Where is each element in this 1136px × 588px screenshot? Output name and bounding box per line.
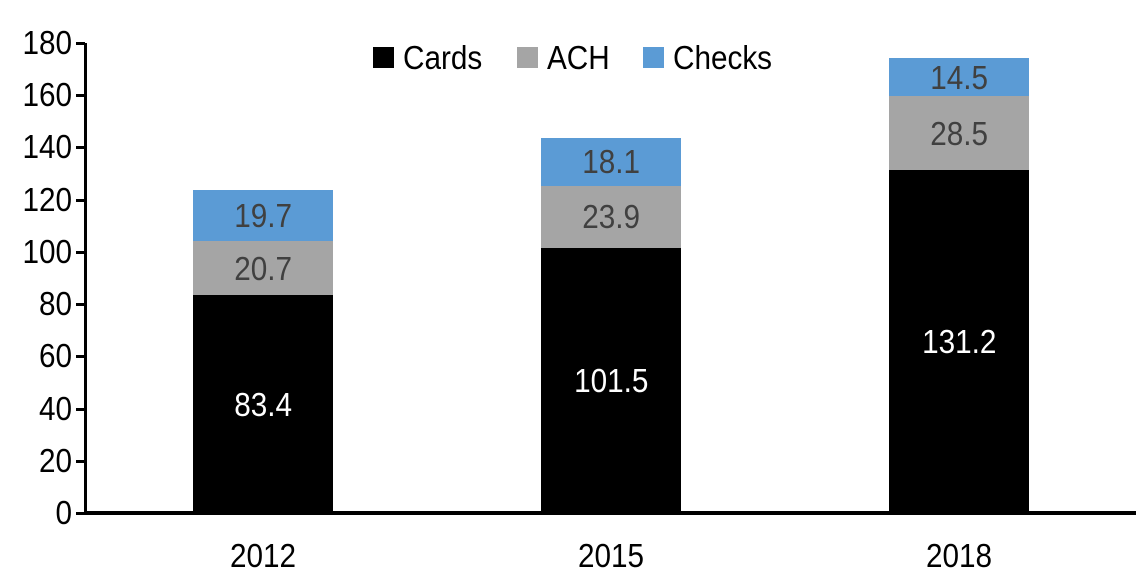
legend-label-ach: ACH [547,39,610,76]
bar-segment-cards-2018: 131.2 [889,170,1029,513]
y-tick [76,250,85,254]
legend-swatch-ach [517,47,539,68]
segment-value-label: 19.7 [234,196,292,234]
y-tick [76,146,85,150]
legend-label-checks: Checks [672,39,772,76]
y-tick-label: 120 [22,180,72,218]
legend-swatch-cards [373,47,394,68]
bar-segment-ach-2012: 20.7 [193,241,333,296]
y-tick [76,459,85,463]
legend: Cards ACH Checks [373,41,783,74]
x-tick-label-2018: 2018 [925,537,993,574]
y-tick [76,512,85,515]
bar-segment-ach-2018: 28.5 [889,96,1029,171]
segment-value-label: 14.5 [930,58,988,96]
segment-value-label: 18.1 [582,143,640,181]
y-tick-label: 0 [55,494,72,531]
y-tick [76,355,85,359]
y-axis-line [84,43,87,515]
segment-value-label: 131.2 [921,323,997,361]
bar-segment-cards-2012: 83.4 [193,295,333,513]
y-tick-label: 180 [22,24,72,61]
segment-value-label: 83.4 [234,385,292,423]
bar-segment-checks-2012: 19.7 [193,189,333,242]
y-tick [76,407,85,411]
y-tick-label: 140 [22,128,72,166]
bar-segment-ach-2015: 23.9 [541,185,681,248]
segment-value-label: 20.7 [234,249,292,287]
legend-swatch-checks [642,47,664,68]
y-tick-label: 100 [22,232,72,270]
y-tick-label: 80 [38,285,72,323]
y-tick-label: 60 [38,337,72,375]
y-tick-label: 40 [38,389,72,427]
legend-item-ach: ACH [517,41,617,74]
bar-segment-checks-2018: 14.5 [889,58,1029,96]
y-tick [76,303,85,307]
y-tick [76,42,85,45]
segment-value-label: 23.9 [582,198,640,236]
y-tick-label: 160 [22,76,72,114]
segment-value-label: 101.5 [573,361,649,399]
bar-segment-cards-2015: 101.5 [541,247,681,513]
x-tick-label-2015: 2015 [577,537,645,574]
x-tick-label-2012: 2012 [229,537,297,574]
legend-label-cards: Cards [403,39,483,76]
y-tick-label: 20 [38,441,72,479]
y-tick [76,198,85,202]
segment-value-label: 28.5 [930,114,988,152]
x-axis-line [84,511,1136,515]
legend-item-checks: Checks [642,39,783,76]
y-tick [76,94,85,98]
bar-segment-checks-2015: 18.1 [541,138,681,186]
legend-item-cards: Cards [373,41,491,74]
